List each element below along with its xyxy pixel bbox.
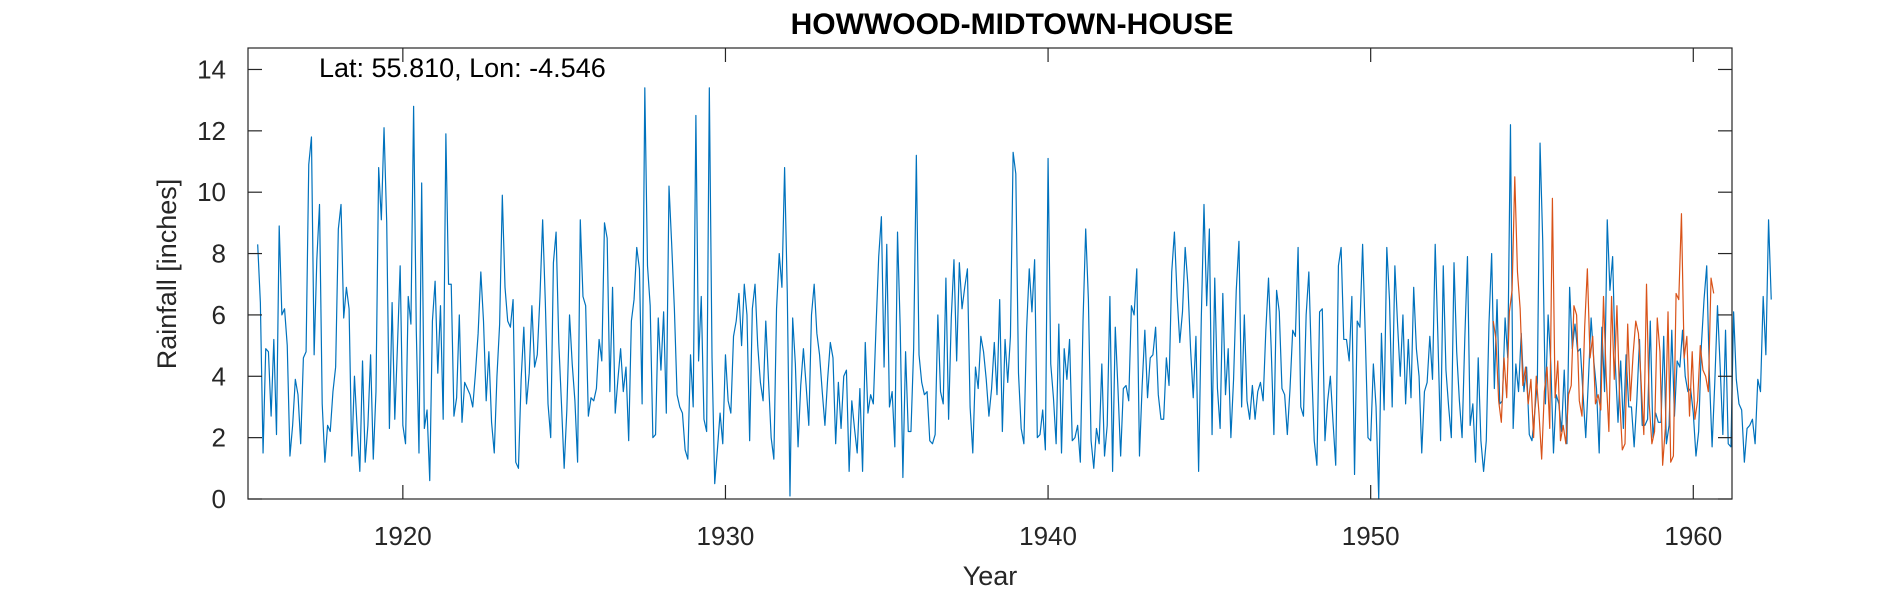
y-tick-label: 4 — [212, 361, 226, 391]
y-tick-label: 10 — [197, 177, 226, 207]
axes — [247, 47, 1733, 500]
y-axis-label: Rainfall [inches] — [152, 179, 182, 370]
series-line-2 — [1492, 176, 1715, 466]
x-tick-label: 1930 — [697, 521, 755, 551]
chart-title: HOWWOOD-MIDTOWN-HOUSE — [791, 8, 1234, 41]
station-coordinates: Lat: 55.810, Lon: -4.546 — [319, 53, 606, 83]
x-tick-label: 1950 — [1342, 521, 1400, 551]
x-tick-label: 1940 — [1019, 521, 1077, 551]
y-axis-ticks: 0 2 4 6 8 10 12 14 — [197, 54, 1732, 514]
x-axis-label: Year — [963, 561, 1018, 591]
series-line-1 — [257, 87, 1772, 500]
y-tick-label: 6 — [212, 300, 226, 330]
y-tick-label: 12 — [197, 116, 226, 146]
plot-area — [248, 48, 1732, 499]
y-tick-label: 8 — [212, 239, 226, 269]
y-tick-label: 0 — [212, 484, 226, 514]
y-tick-label: 14 — [197, 54, 226, 84]
x-axis-ticks: 1920 1930 1940 1950 1960 — [374, 48, 1722, 551]
y-tick-label: 2 — [212, 423, 226, 453]
x-tick-label: 1960 — [1664, 521, 1722, 551]
axes-box — [247, 47, 1733, 500]
x-tick-label: 1920 — [374, 521, 432, 551]
series-group — [257, 87, 1772, 500]
